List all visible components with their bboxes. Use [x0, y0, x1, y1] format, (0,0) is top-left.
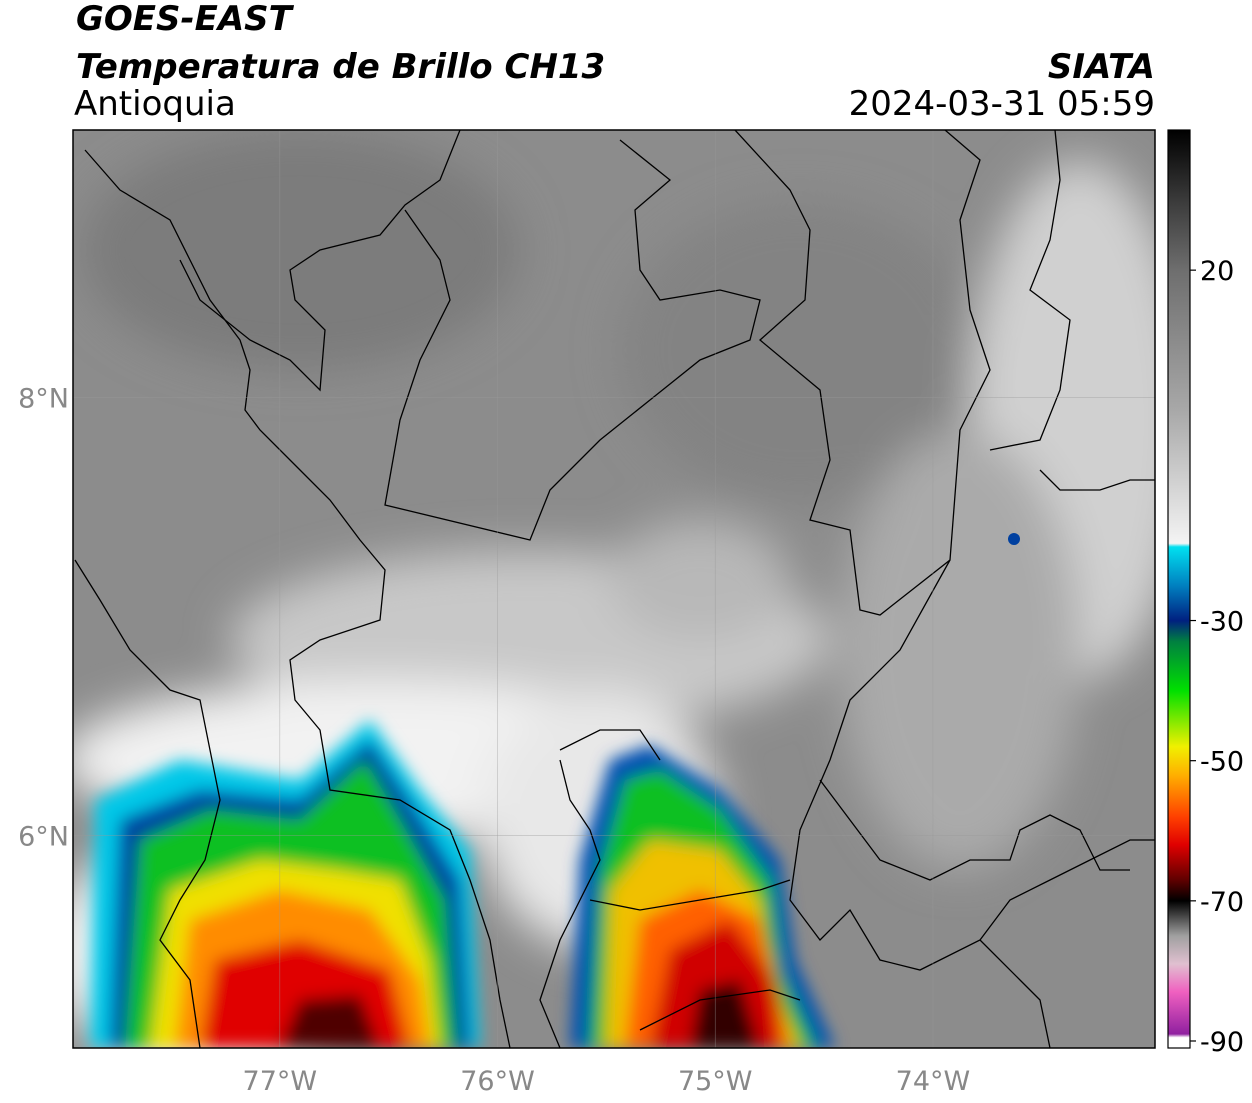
axes: 77°W 76°W 75°W 74°W 6°N 8°N — [18, 130, 1155, 1097]
satellite-image — [73, 130, 1155, 1048]
datetime: 2024-03-31 05:59 — [849, 84, 1155, 124]
colorbar-tick-label: -70 — [1200, 887, 1244, 918]
x-tick-label: 77°W — [243, 1066, 318, 1097]
source: SIATA — [1048, 47, 1155, 87]
region: Antioquia — [74, 84, 236, 124]
colorbar-tick-label: -30 — [1200, 607, 1244, 638]
title: GOES-EAST — [76, 0, 295, 39]
x-tick-label: 76°W — [460, 1066, 535, 1097]
y-tick-label: 8°N — [18, 383, 69, 414]
colorbar-tick-label: -50 — [1200, 747, 1244, 778]
subtitle: Temperatura de Brillo CH13 — [76, 47, 605, 87]
x-tick-label: 74°W — [896, 1066, 971, 1097]
y-tick-label: 6°N — [18, 821, 69, 852]
colorbar-tick-label: 20 — [1200, 256, 1234, 287]
colorbar-tick-label: -90 — [1200, 1027, 1244, 1058]
map-frame — [72, 129, 1156, 1049]
x-tick-label: 75°W — [678, 1066, 753, 1097]
colorbar — [1167, 129, 1191, 1049]
